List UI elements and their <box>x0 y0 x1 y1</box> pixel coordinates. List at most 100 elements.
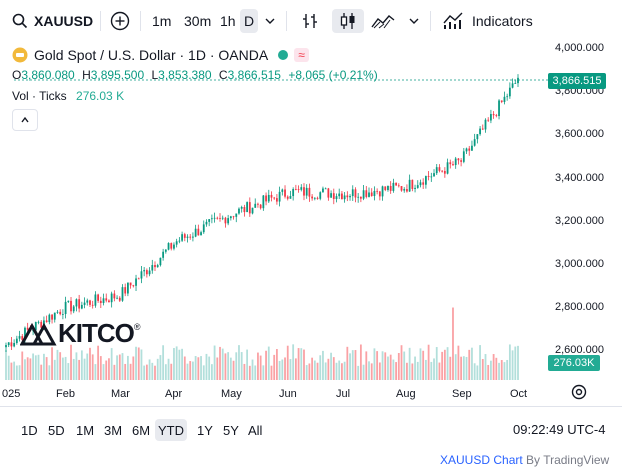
range-1y[interactable]: 1Y <box>197 422 213 438</box>
candle-body <box>441 170 444 172</box>
candle-body <box>113 293 116 299</box>
legend-title-row: Gold Spot / U.S. Dollar · 1D · OANDA ≈ <box>12 47 309 63</box>
candle-body <box>89 300 91 305</box>
compare-button[interactable] <box>110 9 130 33</box>
candle-body <box>154 265 156 268</box>
candle-body <box>305 187 308 196</box>
collapse-legend-button[interactable] <box>12 109 38 131</box>
volume-bar <box>70 344 72 380</box>
volume-bar <box>343 361 346 380</box>
chart-settings-button[interactable] <box>570 383 588 406</box>
candle-body <box>435 167 438 174</box>
price-chart[interactable] <box>0 42 622 407</box>
volume-bar <box>229 357 232 380</box>
open-value: 3,860.080 <box>21 68 75 82</box>
candle-body <box>273 197 276 199</box>
candle-body <box>284 189 286 197</box>
candle-body <box>270 194 273 198</box>
candle-body <box>359 196 362 199</box>
candle-body <box>34 322 37 331</box>
timeframe-dropdown[interactable] <box>264 9 276 33</box>
timeframe-1h[interactable]: 1h <box>220 13 236 29</box>
volume-bar <box>108 358 110 380</box>
volume-bar <box>435 347 438 380</box>
candle-body <box>162 251 165 258</box>
volume-bar <box>72 358 75 380</box>
range-1m[interactable]: 1M <box>76 422 95 438</box>
candle-body <box>243 206 246 213</box>
volume-bar <box>286 345 289 380</box>
candles-style-button[interactable] <box>332 9 364 33</box>
volume-bar <box>506 359 509 380</box>
timeframe-d[interactable]: D <box>240 9 259 33</box>
tradingview-attribution[interactable]: XAUUSD Chart By TradingView <box>440 453 609 467</box>
volume-bar <box>305 365 308 380</box>
volume-bar <box>338 360 341 380</box>
market-status-icon[interactable] <box>278 50 289 60</box>
volume-bar <box>156 358 159 380</box>
bars-style-button[interactable] <box>300 9 320 33</box>
candle-body <box>110 293 113 303</box>
range-6m[interactable]: 6M <box>132 422 151 438</box>
candle-body <box>183 234 186 238</box>
volume-bar <box>487 364 490 380</box>
delayed-badge[interactable]: ≈ <box>294 48 309 62</box>
volume-bar <box>433 358 435 380</box>
candle-body <box>351 189 354 197</box>
candle-body <box>59 311 62 315</box>
indicators-button[interactable]: Indicators <box>442 9 533 33</box>
volume-bar <box>254 365 257 380</box>
volume-bar <box>162 345 165 380</box>
range-5y[interactable]: 5Y <box>223 422 239 438</box>
range-1d[interactable]: 1D <box>21 422 38 438</box>
volume-bar <box>102 364 105 380</box>
candle-body <box>311 196 314 199</box>
range-ytd[interactable]: YTD <box>155 419 187 441</box>
volume-bar <box>257 352 259 380</box>
volume-bar <box>61 357 64 380</box>
bars-icon <box>303 14 317 28</box>
volume-bar <box>240 352 243 380</box>
candle-body <box>238 208 240 214</box>
volume-bar <box>449 356 452 380</box>
area-style-button[interactable] <box>370 9 396 33</box>
volume-bar <box>5 350 7 380</box>
volume-bar <box>143 365 146 380</box>
volume-bar <box>148 359 151 380</box>
candle-body <box>370 192 373 197</box>
candle-body <box>330 193 332 198</box>
candle-body <box>343 195 346 200</box>
volume-bar <box>341 363 343 380</box>
range-5d[interactable]: 5D <box>48 422 65 438</box>
volume-bar <box>462 356 465 380</box>
candle-body <box>484 119 487 130</box>
candle-body <box>316 197 319 199</box>
time-tick-label: Aug <box>396 388 416 400</box>
range-3m[interactable]: 3M <box>104 422 123 438</box>
candle-body <box>292 188 295 197</box>
chart-type-dropdown[interactable] <box>408 9 420 33</box>
chevron-up-icon <box>21 116 29 123</box>
volume-bar <box>346 346 349 380</box>
candle-body <box>303 187 305 196</box>
volume-bar <box>32 353 34 380</box>
candle-body <box>129 282 132 286</box>
timeframe-30m[interactable]: 30m <box>184 13 212 29</box>
candle-body <box>97 294 100 301</box>
symbol-search[interactable]: XAUUSD <box>12 9 93 33</box>
high-value: 3,895.500 <box>90 68 145 82</box>
candle-body <box>400 186 403 191</box>
candle-body <box>53 312 56 320</box>
range-all[interactable]: All <box>248 422 263 438</box>
volume-bar <box>251 359 254 380</box>
candle-body <box>460 160 463 162</box>
volume-bar <box>173 348 175 380</box>
timeframe-1m[interactable]: 1m <box>152 13 172 29</box>
area-chart-icon <box>371 15 395 29</box>
volume-bar <box>170 363 173 380</box>
candle-body <box>186 236 189 238</box>
volume-bar <box>232 360 235 380</box>
volume-bar <box>373 348 376 380</box>
volume-bar <box>397 352 400 380</box>
volume-bar <box>99 356 102 380</box>
